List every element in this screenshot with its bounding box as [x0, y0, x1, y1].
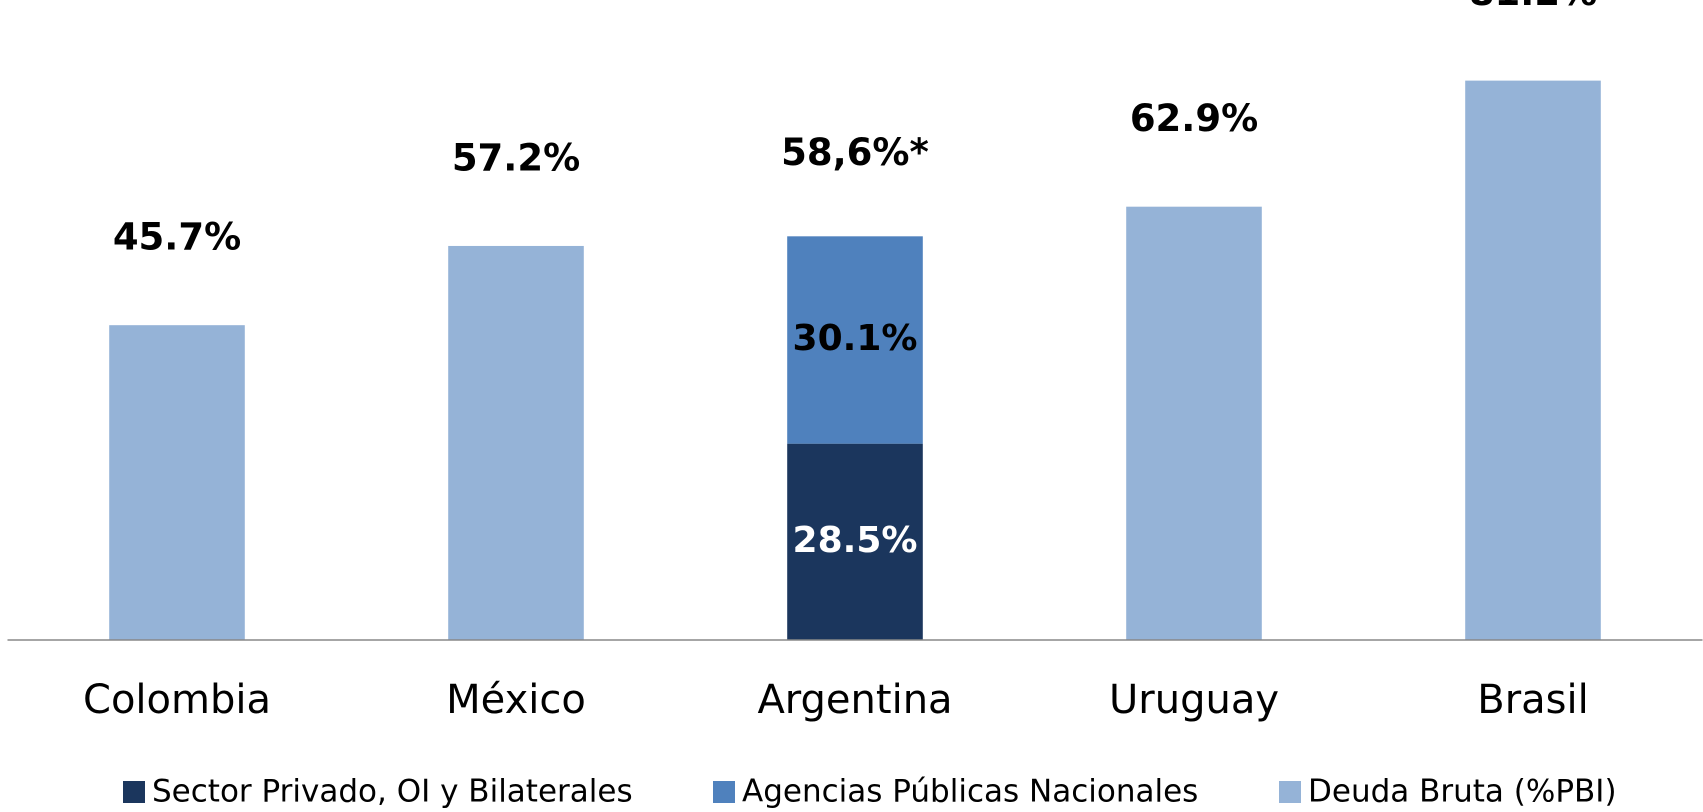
x-tick-label: Argentina	[757, 677, 952, 723]
total-label: 58,6%*	[781, 131, 929, 174]
x-tick-label: Uruguay	[1109, 677, 1279, 723]
legend-swatch	[123, 781, 145, 803]
bar-segment	[448, 245, 584, 640]
legend-label: Agencias Públicas Nacionales	[742, 774, 1198, 810]
segment-label: 30.1%	[793, 318, 918, 359]
x-tick-label: Brasil	[1477, 677, 1588, 723]
bar-segment	[1126, 206, 1262, 640]
value-label: 57.2%	[452, 136, 580, 179]
legend-swatch	[713, 781, 735, 803]
bar-segment	[787, 236, 923, 444]
bar-segment	[109, 325, 245, 640]
segment-label: 28.5%	[793, 520, 918, 561]
value-label: 45.7%	[113, 216, 241, 259]
value-label: 81.2%	[1469, 0, 1597, 14]
legend-swatch	[1279, 781, 1301, 803]
bar-segment	[787, 443, 923, 640]
x-tick-label: Colombia	[83, 677, 271, 723]
legend-label: Deuda Bruta (%PBI)	[1308, 774, 1617, 810]
bar-segment	[1465, 80, 1601, 641]
legend-label: Sector Privado, OI y Bilaterales	[152, 774, 633, 810]
value-label: 62.9%	[1130, 97, 1258, 140]
x-tick-label: México	[446, 677, 586, 723]
